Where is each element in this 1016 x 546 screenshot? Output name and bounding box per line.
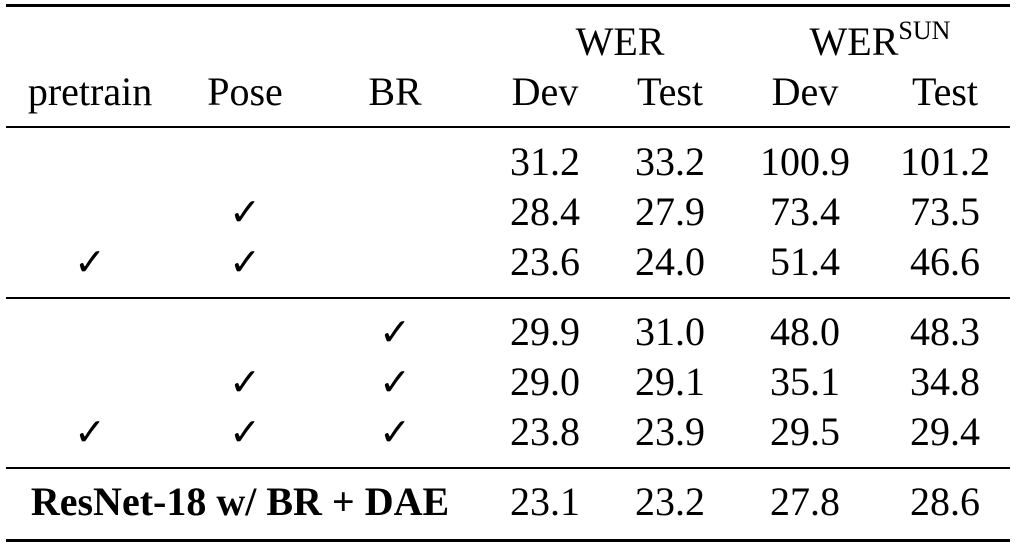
cell-sun-dev: 100.9 [760, 139, 850, 184]
check-icon [320, 188, 470, 236]
cell-sun-dev: 51.4 [770, 239, 840, 284]
cell-wer-dev: 23.6 [510, 239, 580, 284]
header-group-wer-sun-base: WER [809, 19, 899, 64]
check-icon: ✓ [229, 360, 261, 404]
cell-wer-test: 31.0 [635, 309, 705, 354]
check-icon [320, 138, 470, 186]
check-icon: ✓ [379, 310, 411, 354]
header-group-wer-sun: WERSUN [760, 18, 1000, 66]
check-icon [170, 308, 320, 356]
cell-sun-test: 46.6 [910, 239, 980, 284]
column-header-pose: Pose [207, 69, 283, 114]
cell-wer-test: 29.1 [635, 359, 705, 404]
cell-wer-dev: 28.4 [510, 189, 580, 234]
header-rule [6, 126, 1010, 128]
final-row-label: ResNet-18 w/ BR + DAE [30, 479, 450, 524]
check-icon: ✓ [74, 410, 106, 454]
check-icon: ✓ [229, 240, 261, 284]
check-icon [10, 308, 170, 356]
cell-sun-test: 101.2 [900, 139, 990, 184]
final-section-rule [6, 467, 1010, 469]
cell-wer-dev: 23.8 [510, 409, 580, 454]
cell-wer-test: 23.9 [635, 409, 705, 454]
check-icon [10, 138, 170, 186]
cell-sun-test: 48.3 [910, 309, 980, 354]
column-header-sun-dev: Dev [771, 69, 839, 114]
cell-sun-dev: 73.4 [770, 189, 840, 234]
check-icon: ✓ [229, 410, 261, 454]
cell-wer-dev: 29.0 [510, 359, 580, 404]
check-icon [170, 138, 320, 186]
cell-sun-test: 34.8 [910, 359, 980, 404]
check-icon [10, 358, 170, 406]
cell-wer-dev: 31.2 [510, 139, 580, 184]
check-icon: ✓ [379, 410, 411, 454]
column-header-wer-test: Test [636, 69, 704, 114]
cell-sun-test: 73.5 [910, 189, 980, 234]
cell-wer-dev: 23.1 [510, 479, 580, 524]
header-group-wer: WER [520, 18, 720, 66]
header-group-wer-label: WER [575, 19, 665, 64]
check-icon: ✓ [74, 240, 106, 284]
column-header-wer-dev: Dev [511, 69, 579, 114]
cell-wer-test: 33.2 [635, 139, 705, 184]
cell-sun-dev: 48.0 [770, 309, 840, 354]
check-icon: ✓ [229, 190, 261, 234]
top-rule [6, 4, 1010, 7]
cell-sun-dev: 35.1 [770, 359, 840, 404]
cell-sun-test: 28.6 [910, 479, 980, 524]
column-header-br: BR [368, 69, 422, 114]
cell-sun-dev: 29.5 [770, 409, 840, 454]
header-group-wer-sun-superscript: SUN [898, 16, 951, 45]
check-icon [10, 188, 170, 236]
bottom-rule [6, 539, 1010, 542]
check-icon: ✓ [379, 360, 411, 404]
cell-wer-test: 24.0 [635, 239, 705, 284]
cell-wer-test: 27.9 [635, 189, 705, 234]
cell-wer-dev: 29.9 [510, 309, 580, 354]
cell-sun-dev: 27.8 [770, 479, 840, 524]
column-header-pretrain: pretrain [27, 69, 153, 114]
section-divider-rule [6, 297, 1010, 299]
column-header-sun-test: Test [911, 69, 979, 114]
cell-wer-test: 23.2 [635, 479, 705, 524]
check-icon [320, 238, 470, 286]
cell-sun-test: 29.4 [910, 409, 980, 454]
